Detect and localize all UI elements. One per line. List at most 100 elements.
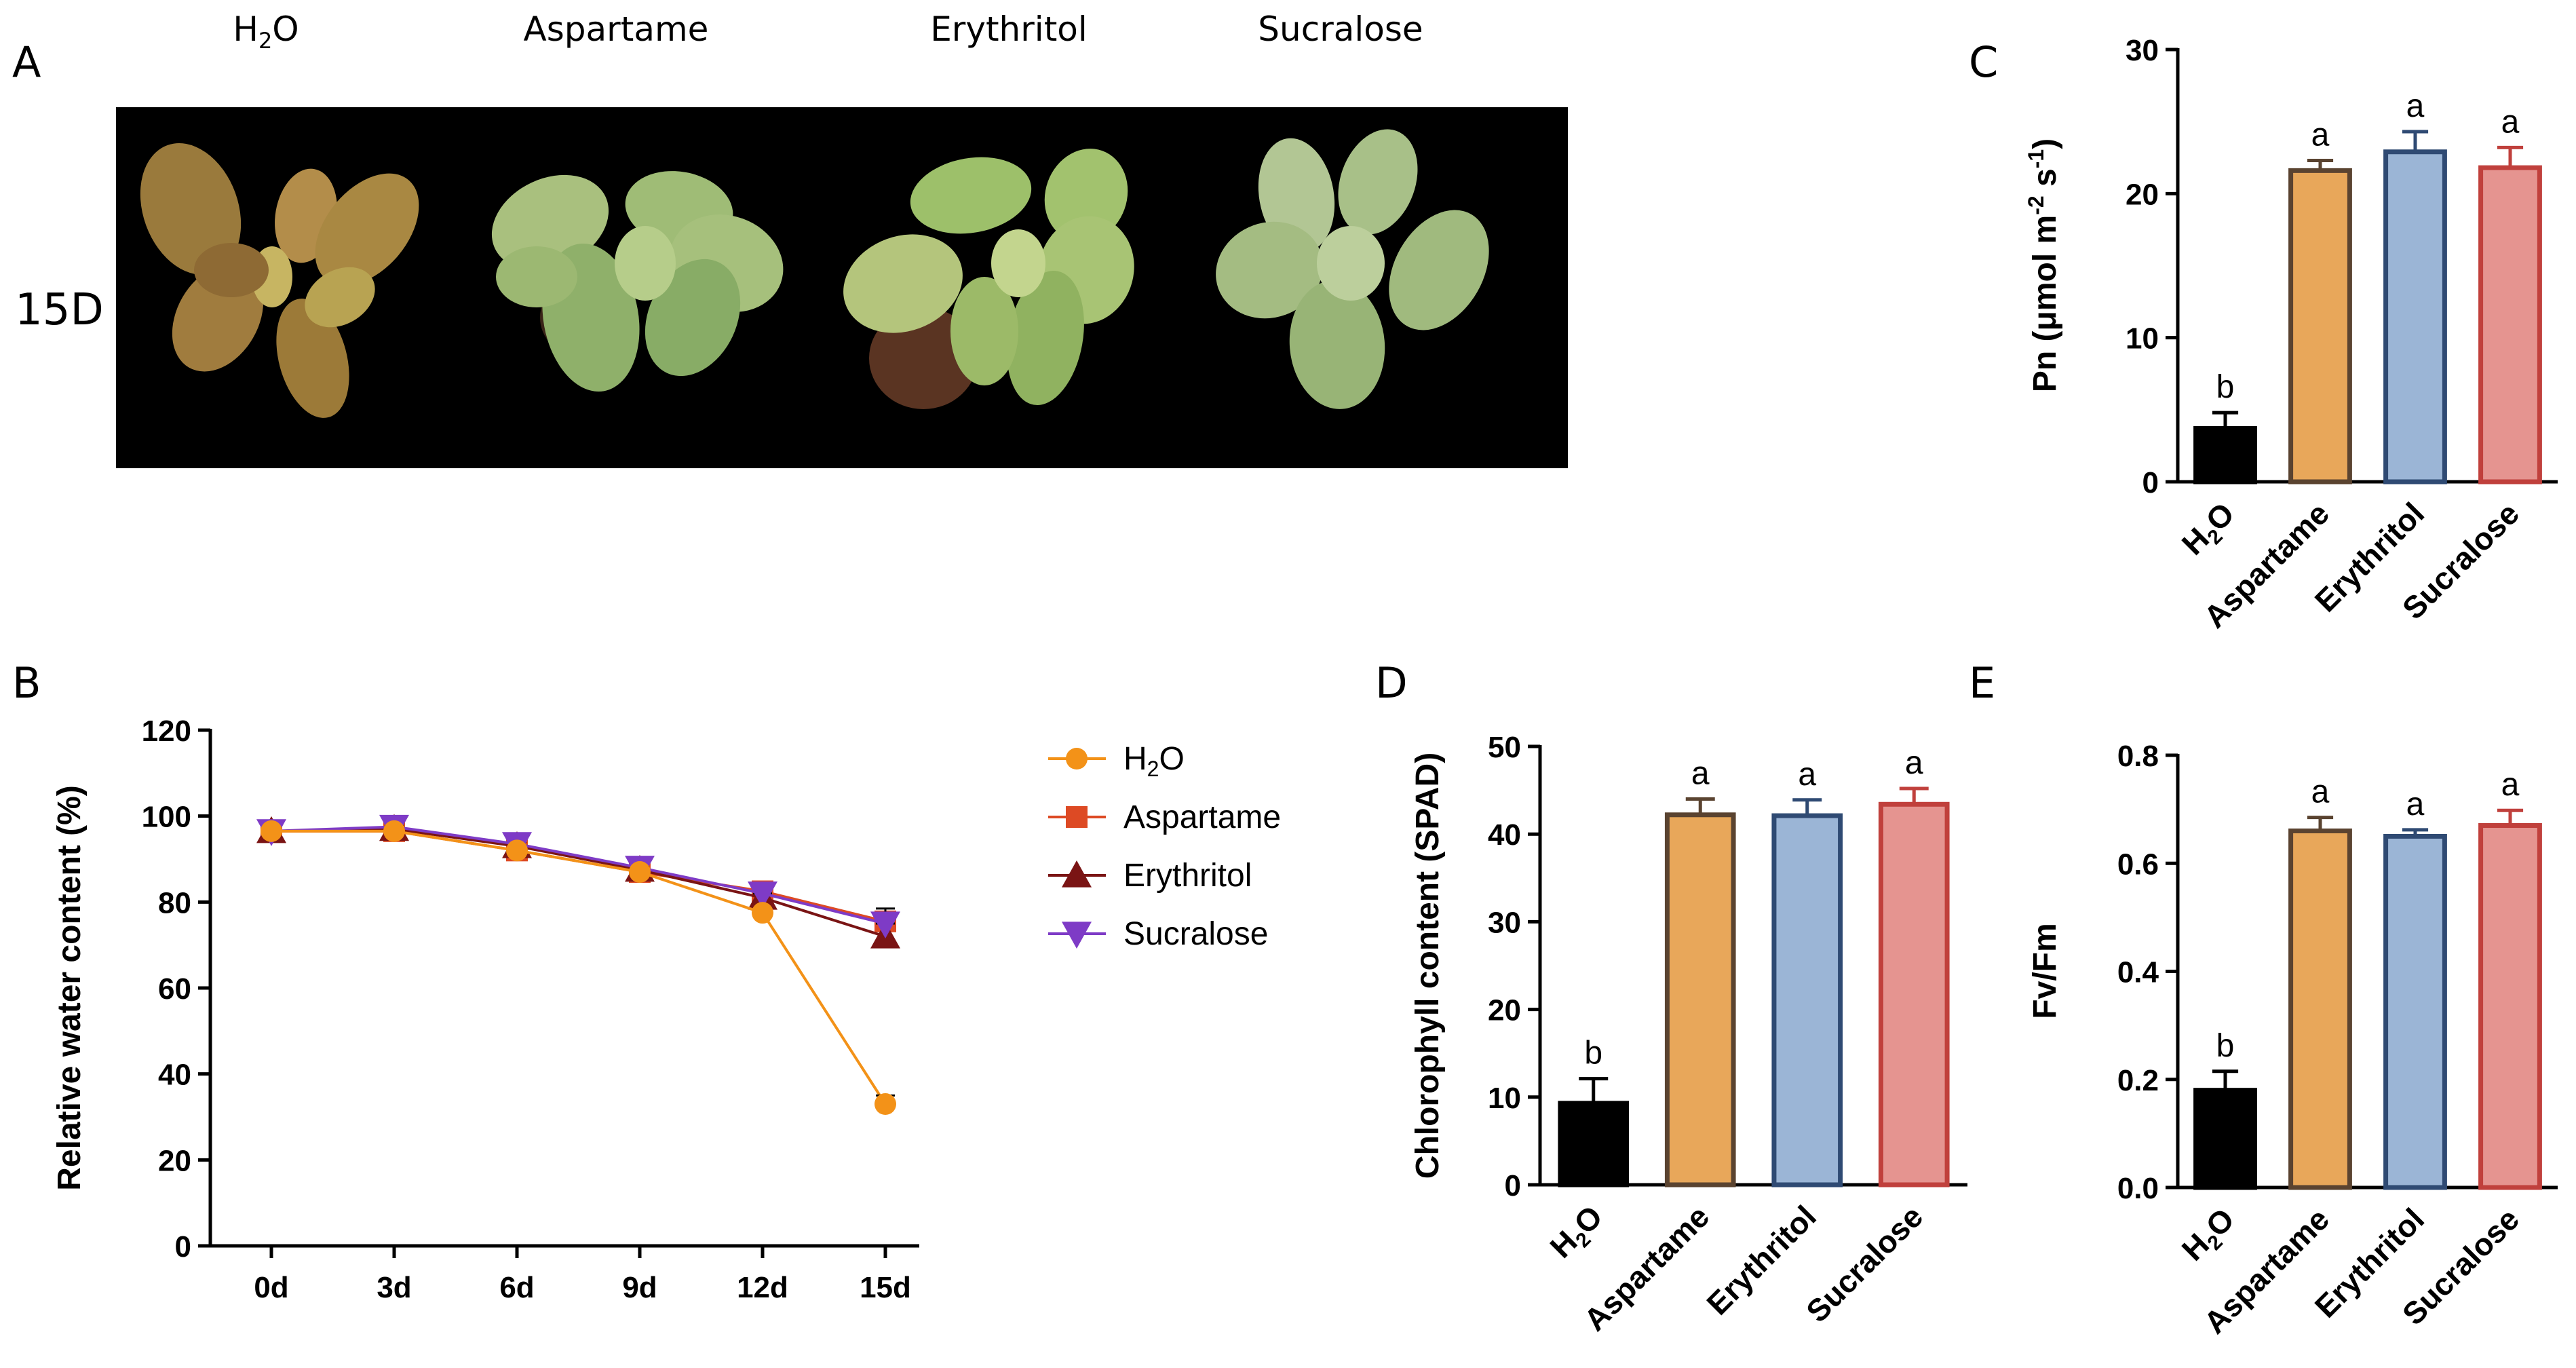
y-tick-label: 120 — [142, 715, 191, 748]
chart-b: 0 20 40 60 80 100 120 0d 3d 6d 9d 12d 15d Relative wa… — [52, 715, 1281, 1304]
y-axis-label: Chlorophyll content (SPAD) — [1410, 753, 1446, 1179]
chart-e: 0.00.20.40.60.8bH2OaAspartameaErythritol… — [2027, 740, 2558, 1340]
significance-letter-h2o: b — [2216, 1028, 2235, 1064]
x-tick-label-sucralose: Sucralose — [1799, 1198, 1929, 1329]
series-line-h2o — [271, 829, 887, 1105]
y-tick-label: 0.0 — [2117, 1172, 2159, 1205]
legend-marker-sucralose — [1062, 922, 1092, 949]
significance-letter-h2o: b — [1584, 1036, 1602, 1071]
chart-c-plot: 0102030bH2OaAspartameaErythritolaSucralo… — [2024, 34, 2558, 634]
point-h2o — [874, 1093, 896, 1115]
legend-marker-aspartame — [1066, 806, 1088, 828]
y-tick-label: 30 — [2126, 34, 2159, 67]
y-tick-label: 30 — [1488, 906, 1521, 939]
y-tick-label: 40 — [1488, 818, 1521, 852]
x-tick-label: 15d — [860, 1271, 911, 1304]
point-h2o — [752, 902, 773, 924]
plant-aspartame — [491, 171, 784, 392]
bar-h2o — [1558, 1101, 1630, 1188]
y-tick-label: 20 — [1488, 994, 1521, 1027]
bar-sucralose — [1878, 801, 1950, 1188]
legend-label-h2o: H2O — [1123, 741, 1185, 781]
y-axis-label-mid: s — [2027, 168, 2063, 195]
legend-label-h2o-sub: 2 — [1147, 757, 1159, 781]
bar-aspartame — [2288, 828, 2352, 1190]
plant-photo-svg — [116, 107, 1568, 468]
y-axis-label-main: Pn (μmol m — [2027, 215, 2063, 392]
bar-sucralose — [2478, 165, 2542, 484]
bar-sucralose — [2478, 823, 2542, 1190]
y-tick-label: 0.6 — [2117, 848, 2159, 881]
bar-h2o — [2193, 1088, 2257, 1190]
legend-label-aspartame-main: Aspartame — [1123, 799, 1281, 835]
series-line-sucralose — [271, 825, 886, 925]
legend-label-sucralose: Sucralose — [1123, 916, 1268, 952]
panel-letter-d: D — [1375, 658, 1408, 708]
y-axis-label-sup2: -1 — [2024, 149, 2048, 168]
photo-label-h2o-sub: 2 — [258, 28, 273, 54]
y-tick-label: 10 — [1488, 1082, 1521, 1115]
x-tick-label: 0d — [254, 1271, 288, 1304]
bar-erythritol — [2383, 149, 2447, 484]
y-axis-label-tail: ) — [2027, 138, 2063, 149]
significance-letter-aspartame: a — [2311, 117, 2330, 153]
legend-label-erythritol-main: Erythritol — [1123, 858, 1252, 894]
x-tick-label: 6d — [499, 1271, 534, 1304]
point-sucralose — [870, 911, 900, 938]
x-tick-label-h2o: H2O — [1543, 1198, 1612, 1268]
panel-letter-c: C — [1969, 37, 1999, 87]
y-tick-label: 0.2 — [2117, 1064, 2159, 1097]
legend-label-erythritol: Erythritol — [1123, 858, 1252, 894]
legend-label-h2o-tail: O — [1159, 741, 1184, 777]
photo-day-label: 15D — [15, 285, 104, 335]
y-axis-label: Relative water content (%) — [52, 785, 88, 1190]
bar-erythritol — [1771, 813, 1843, 1188]
bar-aspartame — [2288, 168, 2352, 484]
significance-letter-sucralose: a — [2501, 767, 2520, 803]
plant-sucralose — [1216, 129, 1489, 409]
plant-erythritol — [843, 149, 1134, 409]
photo-label-h2o: H2O — [233, 10, 299, 54]
y-axis-label: Fv/Fm — [2027, 923, 2063, 1019]
y-tick-label: 20 — [158, 1144, 191, 1177]
chart-c: 0102030bH2OaAspartameaErythritolaSucralo… — [2024, 34, 2558, 634]
panel-letter-a: A — [12, 37, 41, 87]
chart-d-plot: 01020304050bH2OaAspartameaErythritolaSuc… — [1410, 731, 1967, 1337]
point-sucralose — [748, 881, 777, 909]
bar-aspartame — [1664, 812, 1736, 1188]
y-tick-label: 10 — [2126, 322, 2159, 356]
legend-marker-erythritol — [1062, 860, 1092, 888]
x-tick-label: 3d — [377, 1271, 411, 1304]
y-tick-label: 80 — [158, 886, 191, 919]
y-tick-label: 50 — [1488, 731, 1521, 764]
y-axis-label-sup1: -2 — [2024, 195, 2048, 214]
y-tick-label: 40 — [158, 1059, 191, 1092]
chart-b-plot: 0 20 40 60 80 100 120 0d 3d 6d 9d 12d 15d Relative wa… — [52, 715, 1281, 1304]
y-tick-label: 0 — [175, 1230, 191, 1264]
significance-letter-sucralose: a — [1905, 745, 1923, 781]
point-h2o — [261, 820, 282, 842]
series-line-erythritol — [271, 827, 886, 938]
significance-letter-aspartame: a — [2311, 774, 2330, 810]
significance-letter-h2o: b — [2216, 369, 2235, 405]
y-tick-label: 0 — [2142, 466, 2159, 499]
chart-e-plot: 0.00.20.40.60.8bH2OaAspartameaErythritol… — [2027, 740, 2558, 1340]
photo-label-sucralose: Sucralose — [1258, 10, 1423, 49]
y-tick-label: 0 — [1505, 1169, 1521, 1202]
significance-letter-sucralose: a — [2501, 104, 2520, 140]
x-tick-label: 9d — [622, 1271, 657, 1304]
y-axis-label: Pn (μmol m-2 s-1) — [2024, 138, 2063, 392]
photo-label-aspartame: Aspartame — [523, 10, 709, 49]
x-tick-label: 12d — [737, 1271, 788, 1304]
chart-d: 01020304050bH2OaAspartameaErythritolaSuc… — [1410, 731, 1967, 1337]
x-tick-label-h2o: H2O — [2175, 1201, 2244, 1270]
y-tick-label: 60 — [158, 972, 191, 1006]
photo-label-h2o-main: H — [233, 10, 258, 49]
bar-erythritol — [2383, 833, 2447, 1190]
legend: H2O Aspartame Erythritol Sucralose — [1048, 741, 1281, 952]
point-h2o — [506, 839, 528, 862]
panel-letter-e: E — [1969, 658, 1996, 708]
legend-label-sucralose-main: Sucralose — [1123, 916, 1268, 952]
significance-letter-aspartame: a — [1691, 756, 1710, 792]
panel-letter-b: B — [12, 658, 41, 708]
